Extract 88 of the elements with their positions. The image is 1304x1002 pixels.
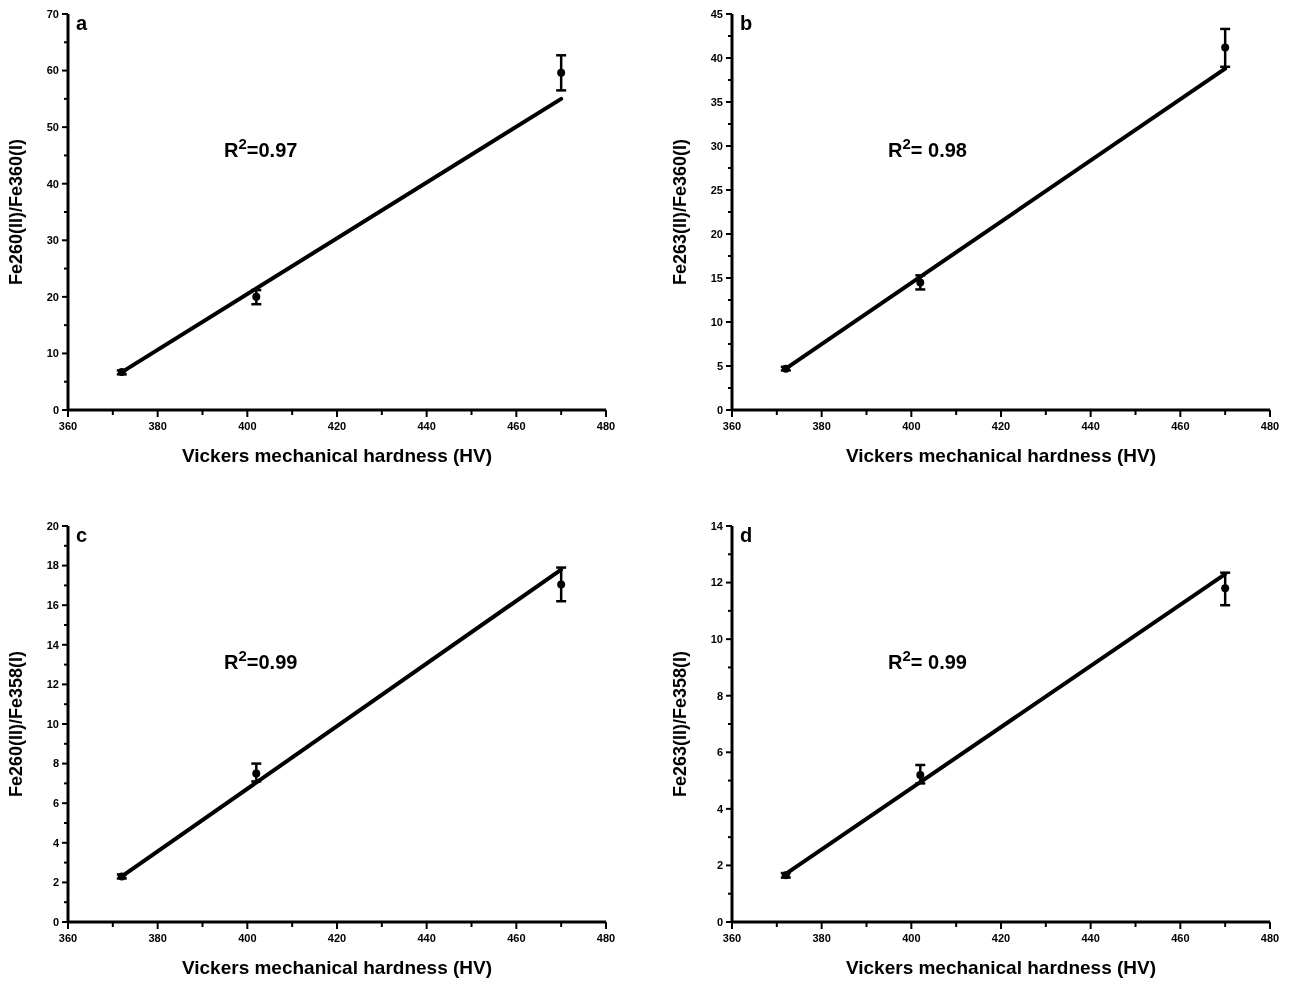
point <box>1221 584 1230 593</box>
y-tick-label: 6 <box>716 746 723 759</box>
y-tick-label: 4 <box>716 802 724 815</box>
y-tick-label: 30 <box>46 234 59 247</box>
y-tick-label: 60 <box>46 64 59 77</box>
x-tick-label: 440 <box>1081 420 1100 432</box>
y-tick-label: 8 <box>52 757 59 770</box>
x-tick-label: 480 <box>596 932 616 944</box>
x-tick-label: 420 <box>327 420 347 432</box>
x-tick-label: 420 <box>327 932 347 944</box>
x-tick-label: 460 <box>1171 420 1190 432</box>
x-tick-label: 400 <box>238 420 257 432</box>
y-tick-label: 2 <box>716 859 723 872</box>
x-tick-label: 420 <box>991 932 1011 944</box>
y-tick-label: 15 <box>710 271 723 284</box>
y-axis-title: Fe260(II)/Fe360(I) <box>6 138 26 286</box>
x-tick-label: 380 <box>812 932 831 944</box>
x-tick-label: 380 <box>148 932 167 944</box>
y-tick-label: 5 <box>716 359 723 372</box>
chart-title: a <box>76 12 88 34</box>
x-tick-label: 460 <box>1171 932 1190 944</box>
x-tick-label: 360 <box>722 932 742 944</box>
y-tick-label: 0 <box>52 915 59 928</box>
y-tick-label: 14 <box>46 638 60 651</box>
y-tick-label: 70 <box>46 7 59 20</box>
y-tick-label: 20 <box>46 290 59 303</box>
y-tick-label: 10 <box>46 347 59 360</box>
y-tick-label: 12 <box>46 678 59 691</box>
x-tick-label: 400 <box>902 420 921 432</box>
chart-title: b <box>740 12 753 34</box>
y-tick-label: 40 <box>710 51 723 64</box>
y-tick-label: 0 <box>716 403 723 416</box>
x-tick-label: 360 <box>58 932 78 944</box>
y-tick-label: 0 <box>716 915 723 928</box>
point <box>557 68 566 77</box>
x-tick-label: 400 <box>902 932 921 944</box>
x-tick-label: 480 <box>1260 420 1280 432</box>
y-axis-title: Fe263(II)/Fe360(I) <box>670 138 690 286</box>
point <box>252 292 261 301</box>
y-tick-label: 40 <box>46 177 59 190</box>
point <box>1221 43 1230 52</box>
y-tick-label: 30 <box>710 139 723 152</box>
annotation: R$^{2}$=0.99 <box>224 646 298 673</box>
y-tick-label: 8 <box>716 689 723 702</box>
y-tick-label: 16 <box>46 599 59 612</box>
y-tick-label: 50 <box>46 120 59 133</box>
x-tick-label: 460 <box>507 932 526 944</box>
x-tick-label: 440 <box>1081 932 1100 944</box>
y-tick-label: 2 <box>52 876 59 889</box>
y-tick-label: 10 <box>46 717 59 730</box>
y-tick-label: 0 <box>52 403 59 416</box>
chart-title: c <box>76 524 88 546</box>
point <box>252 769 261 778</box>
chart-title: d <box>740 524 753 546</box>
y-tick-label: 18 <box>46 559 59 572</box>
point <box>557 580 566 589</box>
y-tick-label: 10 <box>710 632 723 645</box>
x-tick-label: 360 <box>58 420 78 432</box>
y-tick-label: 4 <box>52 836 60 849</box>
y-tick-label: 20 <box>710 227 723 240</box>
x-axis-title: Vickers mechanical hardness (HV) <box>181 445 493 466</box>
x-axis-title: Vickers mechanical hardness (HV) <box>845 957 1157 978</box>
x-axis-title: Vickers mechanical hardness (HV) <box>181 957 493 978</box>
x-tick-label: 480 <box>596 420 616 432</box>
x-tick-label: 380 <box>812 420 831 432</box>
x-axis-title: Vickers mechanical hardness (HV) <box>845 445 1157 466</box>
x-tick-label: 400 <box>238 932 257 944</box>
y-tick-label: 45 <box>710 7 723 20</box>
y-axis-title: Fe260(II)/Fe358(I) <box>6 650 26 798</box>
x-tick-label: 460 <box>507 420 526 432</box>
x-tick-label: 480 <box>1260 932 1280 944</box>
annotation: R$^{2}$=0.97 <box>224 134 298 161</box>
y-tick-label: 14 <box>710 519 724 532</box>
annotation: R$^{2}$= 0.99 <box>888 646 967 673</box>
x-tick-label: 380 <box>148 420 167 432</box>
y-tick-label: 25 <box>710 183 723 196</box>
y-tick-label: 10 <box>710 315 723 328</box>
y-tick-label: 35 <box>710 95 723 108</box>
x-tick-label: 440 <box>417 932 436 944</box>
x-tick-label: 440 <box>417 420 436 432</box>
y-tick-label: 20 <box>46 519 59 532</box>
x-tick-label: 420 <box>991 420 1011 432</box>
y-tick-label: 6 <box>52 797 59 810</box>
y-tick-label: 12 <box>710 576 723 589</box>
annotation: R$^{2}$= 0.98 <box>888 134 967 161</box>
x-tick-label: 360 <box>722 420 742 432</box>
y-axis-title: Fe263(II)/Fe358(I) <box>670 650 690 798</box>
point <box>916 770 925 779</box>
